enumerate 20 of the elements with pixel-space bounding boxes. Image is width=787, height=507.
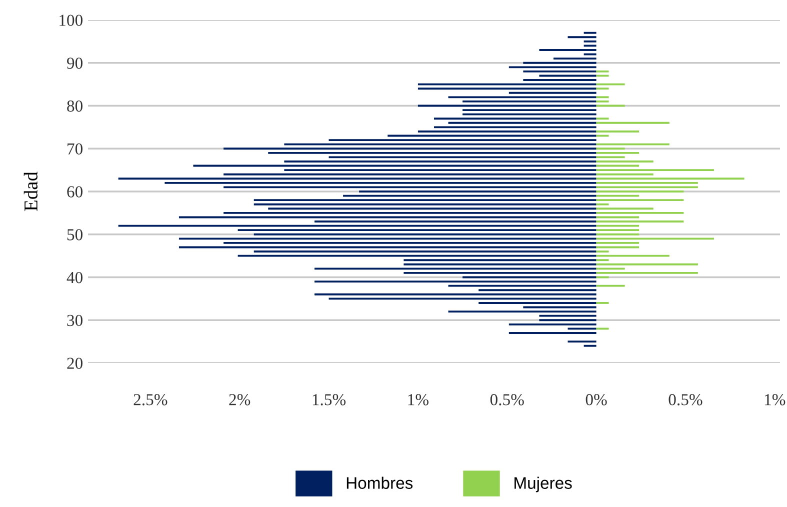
y-tick-label: 100 — [60, 14, 83, 26]
y-tick-label: 40 — [66, 272, 83, 284]
x-tick-label: 1.5% — [312, 394, 346, 406]
y-tick-label: 70 — [68, 143, 83, 155]
x-tick-label: 0.5% — [668, 394, 702, 406]
y-tick-label: 90 — [67, 58, 83, 69]
x-tick-label: 2.5% — [134, 394, 168, 406]
y-tick-label: 50 — [67, 229, 83, 240]
x-tick-label: 0.5% — [490, 394, 524, 406]
x-tick-label: 1% — [765, 394, 786, 406]
x-tick-label: 2% — [229, 394, 250, 406]
y-tick-label: 60 — [67, 186, 83, 198]
y-tick-label: 80 — [67, 100, 83, 112]
x-tick-label: 0% — [586, 394, 607, 406]
y-tick-label: 20 — [67, 358, 83, 369]
y-tick-label: 30 — [67, 314, 83, 326]
legend-label: Hombres — [346, 476, 413, 489]
y-axis-title: Edad — [24, 172, 38, 211]
legend-label: Mujeres — [514, 476, 572, 492]
x-tick-label: 1% — [408, 394, 428, 406]
